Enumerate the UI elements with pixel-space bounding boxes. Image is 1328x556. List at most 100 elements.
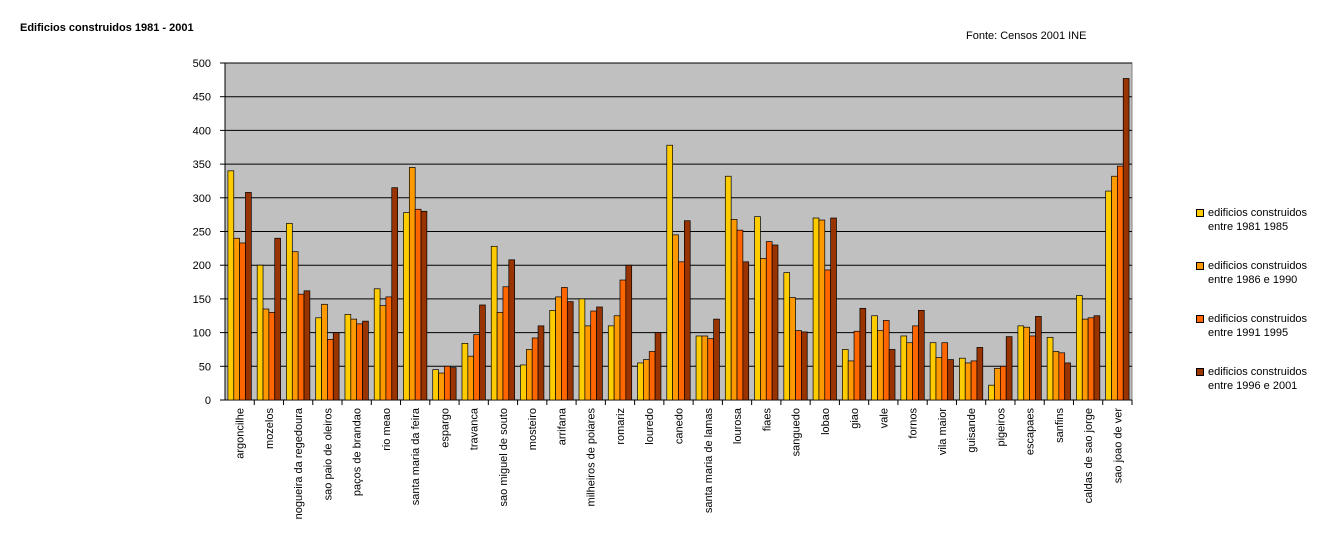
y-tick-label: 150 xyxy=(193,294,211,306)
bar xyxy=(882,320,890,401)
bar xyxy=(1111,175,1118,401)
x-tick-label: argoncilhe xyxy=(235,408,247,459)
bar xyxy=(490,245,498,401)
x-tick-label: pigeiros xyxy=(995,408,1007,447)
x-tick-label: escapaes xyxy=(1025,408,1037,456)
bar xyxy=(1117,165,1124,401)
bar xyxy=(537,325,545,401)
bar xyxy=(239,242,246,401)
y-tick-label: 50 xyxy=(199,361,211,373)
bar xyxy=(853,330,861,401)
x-tick-label: fornos xyxy=(908,408,920,439)
bar xyxy=(859,307,867,401)
y-tick-label: 500 xyxy=(193,58,211,70)
bar xyxy=(274,237,281,401)
chart-title: Edificios construidos 1981 - 2001 xyxy=(20,22,194,34)
bar xyxy=(291,251,299,401)
x-tick-label: santa maria de lamas xyxy=(703,408,715,514)
legend-item: edificios construidos entre 1996 e 2001 xyxy=(1196,365,1326,418)
bar xyxy=(1122,78,1130,401)
bar xyxy=(941,342,949,401)
bar xyxy=(1035,316,1042,401)
bar xyxy=(596,306,603,401)
bar xyxy=(467,355,475,401)
bar xyxy=(327,338,334,401)
y-tick-label: 200 xyxy=(193,260,211,272)
legend-item: edificios construidos entre 1986 e 1990 xyxy=(1196,259,1326,312)
bar xyxy=(262,308,270,401)
annotation: Fonte: Censos 2001 INE xyxy=(966,30,1086,42)
y-tick-label: 400 xyxy=(193,125,211,137)
bar xyxy=(520,364,527,401)
legend: edificios construidos entre 1981 1985 edi… xyxy=(1196,206,1326,418)
bar xyxy=(625,264,633,401)
bar xyxy=(438,372,445,401)
bar xyxy=(414,208,422,401)
bar xyxy=(444,365,451,401)
x-tick-label: santa maria da feira xyxy=(410,407,422,505)
bar xyxy=(918,310,925,401)
bar xyxy=(684,220,691,401)
bar xyxy=(362,320,369,401)
bar xyxy=(256,264,264,401)
bar xyxy=(227,170,235,401)
bar xyxy=(724,175,732,401)
bar xyxy=(420,210,428,401)
bar xyxy=(233,237,240,401)
bar xyxy=(555,296,562,401)
bar xyxy=(877,330,884,401)
bar xyxy=(760,258,767,401)
x-tick-label: fiaes xyxy=(761,408,773,432)
bar xyxy=(906,342,913,401)
bar xyxy=(613,315,621,401)
legend-swatch xyxy=(1196,262,1204,270)
x-tick-label: travanca xyxy=(469,407,481,450)
bar xyxy=(964,362,972,401)
bar xyxy=(988,384,995,401)
bar xyxy=(1064,362,1071,401)
y-tick-label: 250 xyxy=(193,227,211,239)
bar xyxy=(742,261,750,401)
bar xyxy=(286,223,293,401)
bar xyxy=(959,357,966,401)
bar xyxy=(1093,315,1101,401)
bar xyxy=(847,360,855,401)
y-tick-label: 0 xyxy=(205,395,211,407)
x-tick-label: espargo xyxy=(439,408,451,448)
x-tick-label: caldas de sao jorge xyxy=(1083,408,1095,503)
legend-label: edificios construidos entre 1986 e 1990 xyxy=(1208,260,1308,286)
bar xyxy=(379,305,387,401)
bar xyxy=(332,332,340,401)
bar xyxy=(701,335,709,401)
legend-swatch xyxy=(1196,315,1204,323)
x-tick-label: milheiros de poiares xyxy=(586,408,598,507)
bar xyxy=(566,301,574,401)
bar xyxy=(1017,325,1025,401)
bar xyxy=(900,335,908,401)
bar xyxy=(801,331,808,401)
x-tick-label: sao joao de ver xyxy=(1112,408,1124,484)
bar xyxy=(830,217,837,401)
bar xyxy=(408,167,416,401)
x-tick-label: paços de brandao xyxy=(352,408,364,496)
bar xyxy=(765,241,773,401)
bar xyxy=(590,310,597,401)
bar xyxy=(1023,326,1030,401)
bar xyxy=(385,296,393,401)
bar xyxy=(818,219,826,401)
bar xyxy=(976,347,984,401)
bar xyxy=(678,261,685,401)
bar xyxy=(479,304,486,401)
bar xyxy=(403,212,410,401)
bar xyxy=(1105,190,1112,401)
legend-item: edificios construidos entre 1981 1985 xyxy=(1196,206,1326,259)
bar xyxy=(789,297,796,401)
bar xyxy=(432,369,439,401)
x-tick-label: sao miguel de souto xyxy=(498,408,510,506)
x-tick-label: lobao xyxy=(820,408,832,435)
legend-swatch xyxy=(1196,209,1204,217)
bar xyxy=(461,343,469,401)
x-tick-label: canedo xyxy=(674,408,686,444)
bar xyxy=(637,362,644,401)
